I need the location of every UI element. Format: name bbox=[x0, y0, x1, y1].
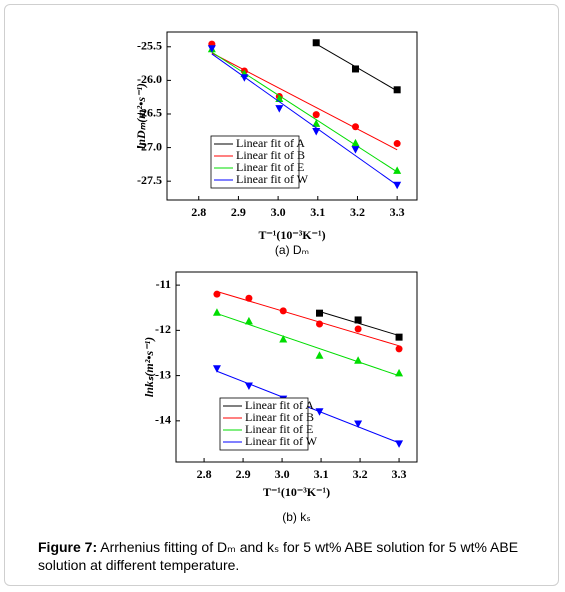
marker bbox=[395, 440, 404, 448]
y-tick-label: -27.0 bbox=[137, 139, 162, 153]
marker bbox=[312, 111, 320, 119]
y-tick-label: -11 bbox=[156, 277, 171, 291]
y-tick-label: -26.5 bbox=[137, 106, 162, 120]
y-tick-label: -26.0 bbox=[137, 72, 162, 86]
marker bbox=[316, 309, 324, 317]
marker bbox=[312, 39, 320, 47]
marker bbox=[393, 181, 402, 190]
marker bbox=[244, 382, 253, 390]
marker bbox=[395, 333, 403, 341]
marker bbox=[351, 65, 359, 73]
x-tick-label: 2.8 bbox=[197, 467, 212, 481]
marker bbox=[316, 320, 324, 328]
marker bbox=[207, 45, 216, 53]
fit-line bbox=[211, 51, 398, 173]
marker bbox=[393, 140, 401, 148]
marker bbox=[354, 420, 363, 428]
x-tick-label: 3.1 bbox=[310, 205, 325, 219]
marker bbox=[395, 345, 403, 353]
x-tick-label: 3.0 bbox=[275, 467, 290, 481]
legend-label: Linear fit of W bbox=[245, 434, 318, 448]
caption: Figure 7: Arrhenius fitting of Dₘ and kₛ… bbox=[38, 538, 538, 574]
legend-label: Linear fit of A bbox=[245, 398, 314, 412]
legend-label: Linear fit of B bbox=[245, 410, 314, 424]
x-tick-label: 3.2 bbox=[350, 205, 365, 219]
y-tick-label: -13 bbox=[155, 367, 171, 381]
legend-label: Linear fit of E bbox=[245, 422, 313, 436]
figure-frame bbox=[4, 4, 559, 586]
marker bbox=[354, 325, 362, 333]
y-axis-label: lnDₘ(m²•s⁻¹) bbox=[134, 83, 148, 149]
marker bbox=[213, 290, 221, 298]
y-axis-label: lnkₛ(m²•s⁻¹) bbox=[142, 337, 156, 397]
caption-label: Figure 7: bbox=[38, 539, 98, 555]
marker bbox=[279, 307, 287, 315]
marker bbox=[312, 119, 321, 127]
legend-label: Linear fit of W bbox=[236, 172, 309, 186]
fit-line bbox=[216, 290, 400, 347]
marker bbox=[393, 166, 402, 174]
y-tick-label: -12 bbox=[155, 322, 171, 336]
marker bbox=[395, 368, 404, 377]
x-tick-label: 3.2 bbox=[353, 467, 368, 481]
marker bbox=[354, 316, 362, 324]
sub-label: (b) kₛ bbox=[282, 510, 310, 524]
plot-frame bbox=[175, 271, 418, 463]
x-axis-label: T⁻¹(10⁻³K⁻¹) bbox=[263, 485, 330, 499]
marker bbox=[351, 138, 360, 147]
legend-box bbox=[210, 135, 300, 189]
y-tick-label: -27.5 bbox=[137, 173, 162, 187]
x-tick-label: 2.9 bbox=[236, 467, 251, 481]
y-tick-label: -14 bbox=[155, 413, 171, 427]
x-tick-label: 3.3 bbox=[390, 205, 405, 219]
legend-label: Linear fit of E bbox=[236, 160, 304, 174]
marker bbox=[312, 127, 321, 136]
marker bbox=[354, 356, 363, 364]
y-tick-label: -25.5 bbox=[137, 39, 162, 53]
marker bbox=[240, 74, 249, 82]
marker bbox=[245, 294, 253, 302]
x-tick-label: 2.8 bbox=[191, 205, 206, 219]
fit-line bbox=[319, 311, 400, 337]
legend-label: Linear fit of B bbox=[236, 148, 305, 162]
marker bbox=[351, 146, 360, 154]
marker bbox=[351, 123, 359, 131]
x-tick-label: 2.9 bbox=[231, 205, 246, 219]
marker bbox=[393, 86, 401, 94]
marker bbox=[315, 408, 324, 416]
sub-label: (a) Dₘ bbox=[275, 243, 309, 257]
x-tick-label: 3.1 bbox=[314, 467, 329, 481]
x-tick-label: 3.3 bbox=[392, 467, 407, 481]
legend-box bbox=[219, 397, 309, 451]
caption-text: Arrhenius fitting of Dₘ and kₛ for 5 wt%… bbox=[38, 539, 519, 573]
marker bbox=[212, 308, 221, 316]
legend-label: Linear fit of A bbox=[236, 136, 305, 150]
marker bbox=[212, 365, 221, 373]
figure: 2.8 2.9 3.0 3.1 3.2 3.3 -25.5 -26.0 -26.5 -27.0 -2… bbox=[134, 31, 418, 524]
plot-frame bbox=[166, 31, 418, 201]
marker bbox=[275, 105, 284, 113]
marker bbox=[279, 334, 288, 343]
marker bbox=[244, 316, 253, 325]
x-axis-label: T⁻¹(10⁻³K⁻¹) bbox=[258, 228, 325, 242]
fit-line bbox=[216, 313, 400, 377]
x-tick-label: 3.0 bbox=[271, 205, 286, 219]
marker bbox=[315, 351, 324, 359]
